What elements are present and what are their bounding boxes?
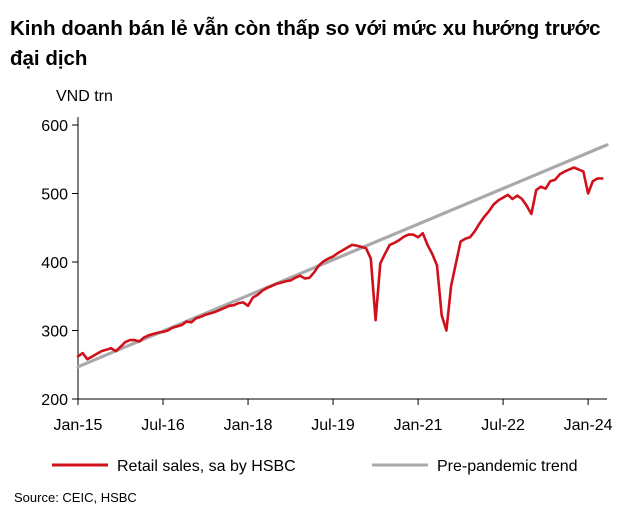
x-tick-label: Jan-15 [54, 417, 103, 434]
x-tick-label: Jul-22 [481, 417, 525, 434]
y-tick-label: 500 [41, 187, 68, 204]
chart-title: Kinh doanh bán lẻ vẫn còn thấp so với mứ… [10, 17, 601, 70]
y-tick-label: 200 [41, 392, 68, 409]
x-tick-label: Jan-21 [394, 417, 443, 434]
y-tick-label: 400 [41, 255, 68, 272]
y-tick-label: 300 [41, 324, 68, 341]
y-unit-label: VND trn [56, 88, 113, 105]
legend-label-retail: Retail sales, sa by HSBC [117, 458, 296, 475]
axes-layer: 200 300 400 500 600 Jan-15 Jul-16 Jan-18 Jul-19 J… [41, 117, 613, 434]
x-tick-label: Jul-19 [311, 417, 355, 434]
x-tick-label: Jan-18 [224, 417, 273, 434]
series-layer [76, 143, 609, 369]
legend: Retail sales, sa by HSBC Pre-pandemic tr… [52, 458, 578, 475]
y-tick-label: 600 [41, 118, 68, 135]
legend-label-trend: Pre-pandemic trend [437, 458, 578, 475]
x-tick-label: Jul-16 [141, 417, 185, 434]
x-tick-label: Jan-24 [564, 417, 613, 434]
source-note: Source: CEIC, HSBC [14, 490, 137, 505]
retail-sales-line [76, 166, 604, 361]
